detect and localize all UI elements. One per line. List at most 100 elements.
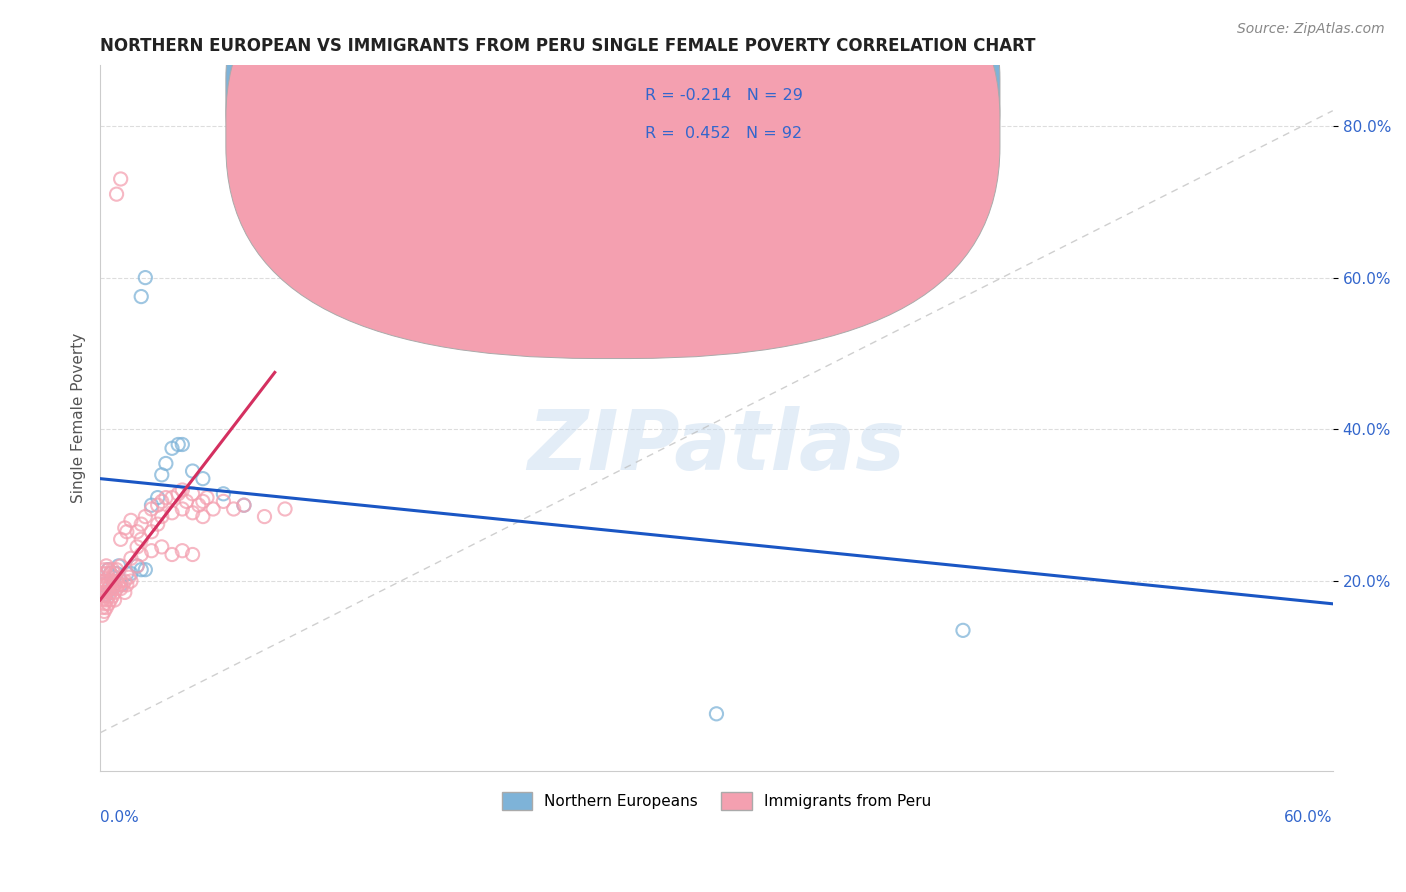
Point <box>101 574 124 588</box>
Point <box>110 582 132 596</box>
Point <box>176 494 198 508</box>
Point <box>134 509 156 524</box>
Text: R =  0.452   N = 92: R = 0.452 N = 92 <box>645 127 801 142</box>
Point <box>167 487 190 501</box>
Point <box>107 558 129 573</box>
Point <box>105 566 128 581</box>
FancyBboxPatch shape <box>226 0 1000 359</box>
Point <box>127 558 149 573</box>
Point <box>100 585 122 599</box>
Point <box>97 589 120 603</box>
Point <box>120 574 142 588</box>
Point <box>150 467 173 482</box>
Point <box>120 551 142 566</box>
Point <box>212 494 235 508</box>
Point <box>110 578 132 592</box>
Point <box>101 563 124 577</box>
Point <box>181 548 204 562</box>
Point <box>96 593 118 607</box>
Point <box>100 593 122 607</box>
Point <box>101 589 124 603</box>
Point <box>150 494 173 508</box>
Point <box>93 604 115 618</box>
Point <box>96 558 118 573</box>
Point <box>222 502 245 516</box>
Point <box>96 566 118 581</box>
Point <box>141 543 163 558</box>
Point <box>93 589 115 603</box>
Point <box>187 498 209 512</box>
Text: 60.0%: 60.0% <box>1284 810 1333 824</box>
Point <box>103 593 125 607</box>
Point <box>118 570 141 584</box>
Point <box>114 585 136 599</box>
Point <box>202 502 225 516</box>
Point <box>160 491 183 505</box>
Point <box>952 624 974 638</box>
Point <box>96 578 118 592</box>
Point <box>103 570 125 584</box>
Point <box>105 582 128 596</box>
Point <box>141 524 163 539</box>
Point <box>91 574 114 588</box>
Point <box>232 498 254 512</box>
Point <box>160 442 183 456</box>
Text: NORTHERN EUROPEAN VS IMMIGRANTS FROM PERU SINGLE FEMALE POVERTY CORRELATION CHAR: NORTHERN EUROPEAN VS IMMIGRANTS FROM PER… <box>100 37 1036 55</box>
Point <box>114 574 136 588</box>
Point <box>181 487 204 501</box>
Point <box>91 578 114 592</box>
Point <box>146 498 169 512</box>
Point <box>150 509 173 524</box>
Point <box>110 558 132 573</box>
Point <box>101 580 124 594</box>
Point <box>181 464 204 478</box>
Text: Source: ZipAtlas.com: Source: ZipAtlas.com <box>1237 22 1385 37</box>
Point <box>134 270 156 285</box>
Point <box>103 566 125 581</box>
Point <box>100 566 122 581</box>
Point <box>191 472 214 486</box>
Point <box>110 533 132 547</box>
Point <box>160 548 183 562</box>
Point <box>155 491 177 505</box>
Point <box>141 502 163 516</box>
Point <box>105 563 128 577</box>
Point <box>172 437 194 451</box>
Point <box>91 608 114 623</box>
Point <box>97 563 120 577</box>
Point <box>129 533 152 547</box>
Point <box>146 517 169 532</box>
Point <box>91 566 114 581</box>
Point <box>93 582 115 596</box>
Point <box>141 498 163 512</box>
Point <box>212 487 235 501</box>
Point <box>191 509 214 524</box>
Point <box>129 548 152 562</box>
Point <box>120 566 142 581</box>
Point <box>172 502 194 516</box>
Point <box>127 558 149 573</box>
Point <box>150 540 173 554</box>
FancyBboxPatch shape <box>575 69 889 157</box>
Point <box>93 574 115 588</box>
Point <box>105 574 128 588</box>
Point <box>111 578 134 592</box>
Point <box>105 187 128 202</box>
Point <box>129 289 152 303</box>
Point <box>97 563 120 577</box>
Point <box>100 566 122 581</box>
Point <box>93 597 115 611</box>
Point <box>191 494 214 508</box>
Point <box>155 457 177 471</box>
Point <box>93 574 115 588</box>
Point <box>172 543 194 558</box>
Point <box>115 578 138 592</box>
Point <box>129 517 152 532</box>
Point <box>167 437 190 451</box>
Text: 0.0%: 0.0% <box>100 810 139 824</box>
Point <box>120 513 142 527</box>
Point <box>114 521 136 535</box>
Point <box>97 597 120 611</box>
Point <box>172 483 194 497</box>
Point <box>115 524 138 539</box>
